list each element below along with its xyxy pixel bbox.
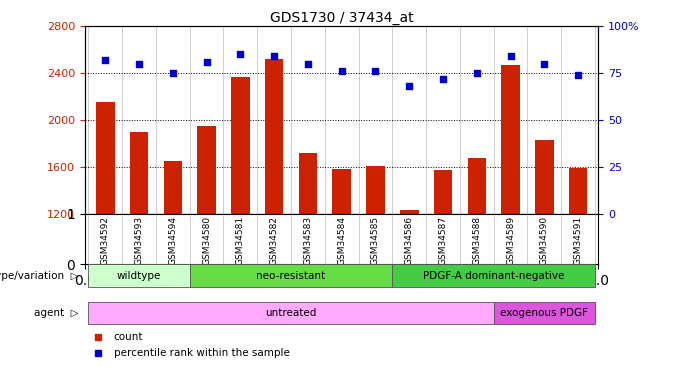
Point bbox=[539, 61, 550, 67]
Point bbox=[269, 53, 279, 59]
Text: agent  ▷: agent ▷ bbox=[33, 308, 78, 318]
Text: GSM34591: GSM34591 bbox=[574, 216, 583, 266]
Bar bbox=[535, 140, 554, 214]
Point bbox=[100, 57, 111, 63]
Text: GSM34590: GSM34590 bbox=[540, 216, 549, 266]
Text: GSM34589: GSM34589 bbox=[506, 216, 515, 266]
Text: exogenous PDGF: exogenous PDGF bbox=[500, 308, 588, 318]
Point bbox=[438, 76, 449, 82]
Bar bbox=[569, 168, 588, 214]
Text: PDGF-A dominant-negative: PDGF-A dominant-negative bbox=[423, 271, 564, 280]
Bar bbox=[333, 169, 351, 214]
Point bbox=[133, 61, 144, 67]
Text: GSM34593: GSM34593 bbox=[135, 216, 143, 266]
Bar bbox=[392, 264, 595, 287]
Text: wildtype: wildtype bbox=[117, 271, 161, 280]
Text: count: count bbox=[114, 332, 143, 342]
Bar bbox=[434, 170, 452, 214]
Text: genotype/variation  ▷: genotype/variation ▷ bbox=[0, 271, 78, 280]
Text: GSM34587: GSM34587 bbox=[439, 216, 447, 266]
Point bbox=[471, 70, 482, 76]
Bar bbox=[163, 161, 182, 214]
Title: GDS1730 / 37434_at: GDS1730 / 37434_at bbox=[270, 11, 413, 25]
Text: untreated: untreated bbox=[265, 308, 317, 318]
Text: GSM34585: GSM34585 bbox=[371, 216, 380, 266]
Bar bbox=[231, 76, 250, 214]
Text: GSM34588: GSM34588 bbox=[473, 216, 481, 266]
Text: GSM34584: GSM34584 bbox=[337, 216, 346, 265]
Bar bbox=[88, 264, 190, 287]
Point bbox=[370, 68, 381, 74]
Bar bbox=[400, 210, 419, 214]
Point bbox=[404, 83, 415, 89]
Point bbox=[167, 70, 178, 76]
Text: GSM34581: GSM34581 bbox=[236, 216, 245, 266]
Bar bbox=[190, 264, 392, 287]
Point bbox=[235, 51, 245, 57]
Bar bbox=[130, 132, 148, 214]
Point bbox=[573, 72, 583, 78]
Text: percentile rank within the sample: percentile rank within the sample bbox=[114, 348, 290, 358]
Point bbox=[505, 53, 516, 59]
Text: GSM34592: GSM34592 bbox=[101, 216, 109, 265]
Point bbox=[336, 68, 347, 74]
Text: GSM34594: GSM34594 bbox=[169, 216, 177, 265]
Text: GSM34582: GSM34582 bbox=[270, 216, 279, 265]
Bar bbox=[468, 158, 486, 214]
Bar bbox=[501, 65, 520, 214]
Text: GSM34586: GSM34586 bbox=[405, 216, 413, 266]
Bar bbox=[96, 102, 114, 214]
Bar bbox=[88, 302, 494, 324]
Text: GSM34580: GSM34580 bbox=[202, 216, 211, 266]
Bar bbox=[197, 126, 216, 214]
Text: neo-resistant: neo-resistant bbox=[256, 271, 326, 280]
Point bbox=[201, 59, 212, 65]
Bar bbox=[265, 59, 284, 214]
Bar bbox=[299, 153, 317, 214]
Point bbox=[303, 61, 313, 67]
Bar bbox=[367, 166, 385, 214]
Bar bbox=[494, 302, 595, 324]
Text: GSM34583: GSM34583 bbox=[303, 216, 312, 266]
